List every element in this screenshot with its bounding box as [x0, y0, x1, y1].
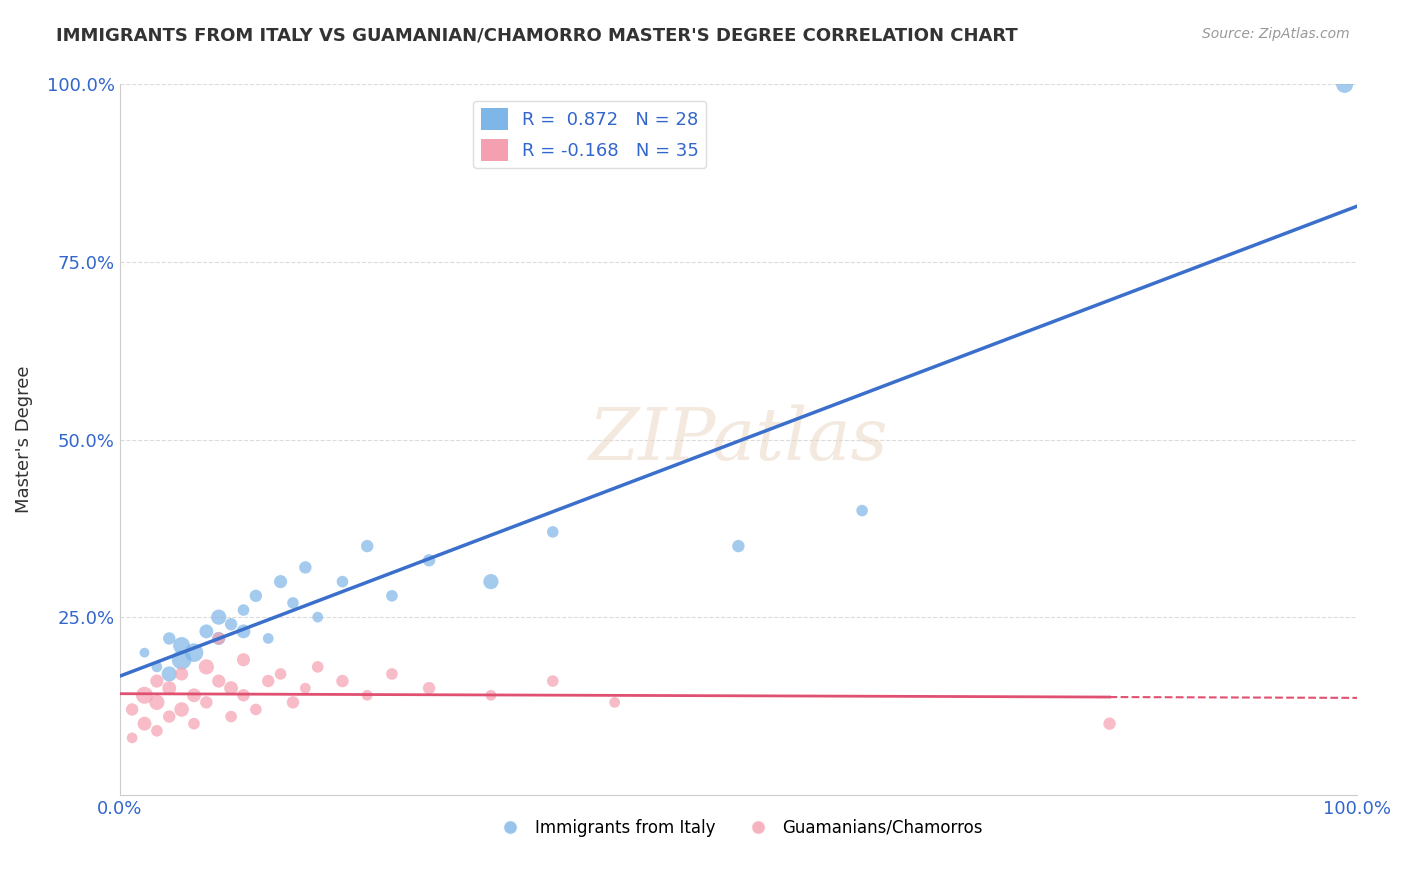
Point — [183, 716, 205, 731]
Point — [208, 610, 231, 624]
Point — [257, 632, 280, 646]
Point — [1098, 716, 1121, 731]
Point — [541, 674, 564, 689]
Legend: Immigrants from Italy, Guamanians/Chamorros: Immigrants from Italy, Guamanians/Chamor… — [486, 812, 990, 843]
Point — [219, 709, 242, 723]
Point — [270, 667, 292, 681]
Point — [183, 646, 205, 660]
Point — [195, 695, 218, 709]
Point — [170, 667, 193, 681]
Point — [541, 524, 564, 539]
Point — [146, 723, 169, 738]
Point — [418, 553, 440, 567]
Point — [418, 681, 440, 695]
Point — [245, 702, 267, 716]
Point — [281, 695, 304, 709]
Point — [356, 688, 378, 702]
Point — [157, 632, 180, 646]
Y-axis label: Master's Degree: Master's Degree — [15, 366, 32, 513]
Text: IMMIGRANTS FROM ITALY VS GUAMANIAN/CHAMORRO MASTER'S DEGREE CORRELATION CHART: IMMIGRANTS FROM ITALY VS GUAMANIAN/CHAMO… — [56, 27, 1018, 45]
Point — [1333, 78, 1355, 92]
Point — [157, 667, 180, 681]
Point — [183, 688, 205, 702]
Point — [134, 688, 156, 702]
Text: Source: ZipAtlas.com: Source: ZipAtlas.com — [1202, 27, 1350, 41]
Point — [121, 731, 143, 745]
Point — [257, 674, 280, 689]
Point — [219, 681, 242, 695]
Point — [232, 603, 254, 617]
Point — [332, 574, 354, 589]
Point — [170, 702, 193, 716]
Point — [294, 560, 316, 574]
Point — [157, 709, 180, 723]
Point — [603, 695, 626, 709]
Point — [294, 681, 316, 695]
Point — [134, 646, 156, 660]
Point — [332, 674, 354, 689]
Point — [170, 653, 193, 667]
Point — [146, 674, 169, 689]
Point — [219, 617, 242, 632]
Point — [851, 503, 873, 517]
Point — [245, 589, 267, 603]
Point — [381, 667, 404, 681]
Point — [232, 624, 254, 639]
Point — [195, 660, 218, 674]
Point — [727, 539, 749, 553]
Point — [479, 574, 502, 589]
Point — [232, 653, 254, 667]
Point — [479, 688, 502, 702]
Point — [157, 681, 180, 695]
Text: ZIPatlas: ZIPatlas — [589, 404, 889, 475]
Point — [170, 639, 193, 653]
Point — [195, 624, 218, 639]
Point — [146, 660, 169, 674]
Point — [270, 574, 292, 589]
Point — [381, 589, 404, 603]
Point — [208, 674, 231, 689]
Point — [232, 688, 254, 702]
Point — [134, 716, 156, 731]
Point — [356, 539, 378, 553]
Point — [281, 596, 304, 610]
Point — [208, 632, 231, 646]
Point — [121, 702, 143, 716]
Point — [307, 610, 329, 624]
Point — [146, 695, 169, 709]
Point — [208, 632, 231, 646]
Point — [307, 660, 329, 674]
